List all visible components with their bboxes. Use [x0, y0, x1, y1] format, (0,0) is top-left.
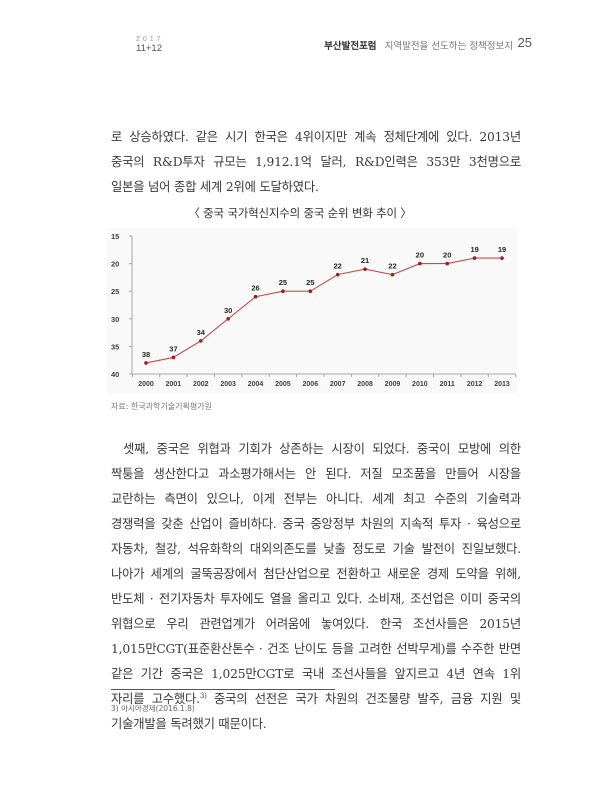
chart-source: 자료: 한국과학기술기획평가원	[111, 402, 212, 411]
y-tick-label: 35	[111, 342, 119, 351]
x-tick-label: 2008	[357, 381, 373, 388]
data-point-marker	[500, 256, 504, 260]
x-tick-label: 2007	[330, 381, 346, 388]
issue-number: 2017 11+12	[136, 36, 164, 54]
x-axis: 2000 2001 2002 2003 2004 2005 2006 2007 2008 2009…	[131, 373, 517, 388]
footnote-3: 3) 아시아경제(2016.1.8)	[111, 704, 195, 713]
series-line	[145, 257, 502, 364]
chart-series: 38 37 34 30 26 25 25 22 21 22 20 20 19 19	[142, 245, 506, 365]
y-tick-label: 40	[111, 370, 119, 379]
data-label: 37	[169, 344, 177, 353]
data-point-marker	[335, 272, 340, 277]
data-label: 21	[361, 256, 369, 265]
page-number: 25	[517, 35, 532, 50]
data-point-marker	[253, 294, 258, 299]
y-tick-label: 20	[111, 260, 119, 269]
y-tick-label: 15	[111, 232, 119, 241]
y-tick-label: 30	[111, 315, 119, 324]
x-tick-label: 2004	[248, 381, 264, 388]
data-label: 30	[224, 306, 232, 315]
data-point-marker	[198, 339, 203, 343]
data-label: 22	[388, 262, 396, 271]
paragraph-2-tail: 중국의 선전은 국가 차원의 건조물량 발주, 금융 지원 및 기술개발을 독려…	[111, 692, 521, 731]
data-label: 34	[197, 328, 206, 337]
x-tick-label: 2010	[412, 381, 428, 388]
data-label: 38	[142, 350, 150, 359]
body-paragraph-2: 셋째, 중국은 위협과 기회가 상존하는 시장이 되었다. 중국이 모방에 의한…	[111, 437, 521, 737]
x-tick-label: 2012	[467, 381, 483, 388]
page-header: 2017 11+12 부산발전포럼 지역발전을 선도하는 정책정보지 25	[0, 0, 600, 60]
data-point-marker	[418, 261, 422, 266]
x-tick-label: 2001	[166, 381, 182, 388]
line-chart: 15 20 25 30 35 40 2000 2001 2002 2003 2004 2005 200…	[107, 228, 518, 393]
data-label: 20	[443, 251, 451, 260]
data-point-marker	[144, 361, 148, 365]
data-point-marker	[363, 267, 367, 271]
footnote-reference[interactable]: 3)	[199, 692, 207, 700]
issue-months: 11+12	[136, 43, 162, 54]
data-label: 25	[279, 278, 287, 287]
issue-year: 2017	[136, 36, 164, 43]
x-tick-label: 2009	[385, 381, 401, 388]
x-tick-label: 2013	[494, 381, 510, 388]
x-tick-label: 2000	[138, 381, 154, 388]
y-axis: 15 20 25 30 35 40	[111, 232, 133, 379]
data-point-marker	[445, 261, 450, 266]
data-label: 25	[306, 278, 314, 287]
magazine-tagline: 지역발전을 선도하는 정책정보지	[384, 41, 513, 52]
masthead: 부산발전포럼 지역발전을 선도하는 정책정보지	[324, 38, 513, 52]
x-tick-label: 2011	[440, 381, 455, 388]
data-point-marker	[472, 256, 477, 260]
data-label: 19	[470, 245, 478, 254]
data-point-marker	[281, 289, 285, 293]
data-label: 26	[251, 284, 259, 293]
magazine-name: 부산발전포럼	[324, 41, 377, 52]
footnote-divider	[111, 689, 335, 690]
paragraph-2-text: 셋째, 중국은 위협과 기회가 상존하는 시장이 되었다. 중국이 모방에 의한…	[111, 442, 521, 706]
data-point-marker	[390, 272, 395, 277]
x-tick-label: 2005	[275, 381, 291, 388]
x-tick-label: 2002	[193, 381, 209, 388]
data-point-marker	[308, 289, 313, 293]
x-tick-label: 2006	[303, 381, 319, 388]
body-paragraph-1: 로 상승하였다. 같은 시기 한국은 4위이지만 계속 정체단계에 있다. 20…	[111, 130, 521, 194]
data-point-marker	[226, 317, 230, 321]
y-tick-label: 25	[111, 287, 119, 296]
data-label: 22	[334, 262, 342, 271]
chart-title: 〈 중국 국가혁신지수의 중국 순위 변화 추이 〉	[188, 206, 412, 220]
data-label: 20	[416, 251, 424, 260]
x-tick-label: 2003	[220, 381, 236, 388]
data-label: 19	[498, 245, 506, 254]
data-point-marker	[171, 355, 176, 360]
